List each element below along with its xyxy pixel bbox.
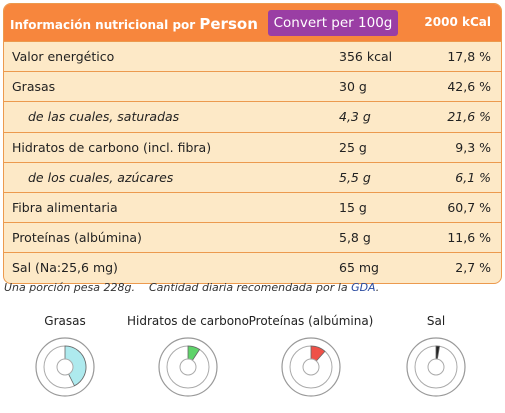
- daily-percent: 9,3 %: [455, 139, 491, 155]
- convert-button[interactable]: Convert per 100g: [268, 10, 398, 36]
- table-row: Grasas 30 g 42,6 %: [4, 71, 501, 101]
- table-row: Hidratos de carbono (incl. fibra) 25 g 9,3…: [4, 131, 501, 162]
- title-text: Información nutricional por: [10, 18, 196, 32]
- nutrient: Valor energético: [12, 49, 115, 64]
- gauge-center: [302, 358, 320, 376]
- nutrient: Hidratos de carbono (incl. fibra): [12, 139, 212, 155]
- gauge-center: [56, 358, 74, 376]
- daily-percent: 42,6 %: [447, 79, 491, 95]
- table-row: de los cuales, azúcares 5,5 g 6,1 %: [4, 161, 501, 192]
- nutrient: de los cuales, azúcares: [28, 169, 174, 185]
- daily-percent: 60,7 %: [447, 199, 491, 215]
- table-row: Sal (Na:25,6 mg) 65 mg 2,7 %: [4, 252, 501, 282]
- amount: 30 g: [339, 79, 367, 95]
- gauge-label: Grasas: [44, 314, 85, 328]
- amount: 4,3 g: [339, 109, 371, 125]
- daily-percent: 21,6 %: [447, 109, 491, 125]
- gauges: Grasas Hidratos de carbono Proteínas (albú…: [35, 314, 466, 397]
- amount: 356 kcal: [339, 49, 393, 64]
- gauge-wedge: [64, 345, 87, 387]
- nutrient: Sal (Na:25,6 mg): [12, 260, 118, 276]
- amount: 25 g: [339, 139, 367, 155]
- nutrition-table: Información nutricional por Person Conve…: [3, 3, 502, 284]
- daily-percent: 2,7 %: [455, 260, 491, 276]
- person-label: Person: [199, 15, 258, 33]
- table-row: Valor energético 356 kcal 17,8 %: [4, 41, 501, 71]
- reference-kcal: 2000 kCal: [424, 15, 491, 29]
- daily-percent: 17,8 %: [447, 49, 491, 64]
- nutrient: Grasas: [12, 79, 56, 95]
- table-row: de las cuales, saturadas 4,3 g 21,6 %: [4, 101, 501, 131]
- header-title: Información nutricional por Person: [10, 15, 258, 33]
- nutrient: de las cuales, saturadas: [28, 109, 180, 125]
- gauge-label: Sal: [427, 314, 445, 328]
- gauge-center: [427, 358, 445, 376]
- gauge-label: Hidratos de carbono: [127, 314, 249, 328]
- amount: 5,8 g: [339, 230, 371, 246]
- footnote-text: Cantidad diaria recomendada por la: [149, 281, 348, 294]
- daily-percent: 6,1 %: [455, 169, 491, 185]
- gauge-center: [179, 358, 197, 376]
- daily-percent: 11,6 %: [447, 230, 491, 246]
- amount: 15 g: [339, 199, 367, 215]
- portion-text: Una porción pesa 228g.: [4, 281, 135, 294]
- footnote: Una porción pesa 228g. Cantidad diaria r…: [4, 281, 379, 294]
- footnote-end: .: [375, 281, 380, 294]
- amount: 5,5 g: [339, 169, 371, 185]
- gda-link[interactable]: GDA: [351, 281, 376, 294]
- gauge-label: Proteínas (albúmina): [249, 314, 374, 328]
- table-row: Proteínas (albúmina) 5,8 g 11,6 %: [4, 222, 501, 252]
- nutrient: Fibra alimentaria: [12, 199, 118, 215]
- table-header: Información nutricional por Person Conve…: [4, 4, 501, 41]
- amount: 65 mg: [339, 260, 379, 276]
- table-row: Fibra alimentaria 15 g 60,7 %: [4, 191, 501, 222]
- nutrient: Proteínas (albúmina): [12, 230, 142, 246]
